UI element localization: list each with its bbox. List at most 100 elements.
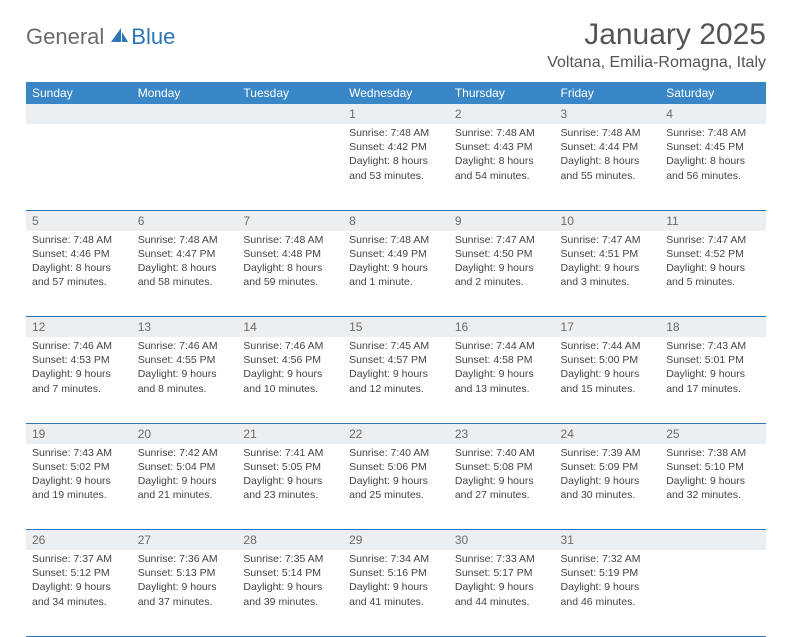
day-details: Sunrise: 7:42 AMSunset: 5:04 PMDaylight:… [132,444,238,509]
day-details: Sunrise: 7:43 AMSunset: 5:01 PMDaylight:… [660,337,766,402]
location: Voltana, Emilia-Romagna, Italy [547,54,766,72]
day-details: Sunrise: 7:47 AMSunset: 4:51 PMDaylight:… [555,231,661,296]
sunrise-line: Sunrise: 7:44 AM [561,339,655,353]
day-body-row: Sunrise: 7:46 AMSunset: 4:53 PMDaylight:… [26,337,766,423]
day-details: Sunrise: 7:47 AMSunset: 4:52 PMDaylight:… [660,231,766,296]
weekday-header: Tuesday [237,82,343,104]
weekday-header: Thursday [449,82,555,104]
day-details: Sunrise: 7:48 AMSunset: 4:44 PMDaylight:… [555,124,661,189]
sunset-line: Sunset: 4:42 PM [349,140,443,154]
day-cell: Sunrise: 7:48 AMSunset: 4:44 PMDaylight:… [555,124,661,210]
day-number-row: 19202122232425 [26,423,766,444]
day-cell [26,124,132,210]
day-details: Sunrise: 7:39 AMSunset: 5:09 PMDaylight:… [555,444,661,509]
sunset-line: Sunset: 5:05 PM [243,460,337,474]
day-cell: Sunrise: 7:47 AMSunset: 4:51 PMDaylight:… [555,231,661,317]
sunrise-line: Sunrise: 7:48 AM [561,126,655,140]
daylight-line: Daylight: 9 hours and 34 minutes. [32,580,126,608]
day-number-cell: 30 [449,530,555,551]
sunset-line: Sunset: 4:46 PM [32,247,126,261]
day-details: Sunrise: 7:48 AMSunset: 4:45 PMDaylight:… [660,124,766,189]
day-cell: Sunrise: 7:44 AMSunset: 5:00 PMDaylight:… [555,337,661,423]
weekday-header: Saturday [660,82,766,104]
daylight-line: Daylight: 8 hours and 56 minutes. [666,154,760,182]
sunset-line: Sunset: 5:06 PM [349,460,443,474]
day-number-cell: 5 [26,210,132,231]
daylight-line: Daylight: 9 hours and 17 minutes. [666,367,760,395]
day-number-cell: 8 [343,210,449,231]
sunrise-line: Sunrise: 7:46 AM [32,339,126,353]
day-details: Sunrise: 7:48 AMSunset: 4:42 PMDaylight:… [343,124,449,189]
sunset-line: Sunset: 4:58 PM [455,353,549,367]
daylight-line: Daylight: 9 hours and 10 minutes. [243,367,337,395]
sunrise-line: Sunrise: 7:36 AM [138,552,232,566]
day-cell: Sunrise: 7:41 AMSunset: 5:05 PMDaylight:… [237,444,343,530]
daylight-line: Daylight: 8 hours and 58 minutes. [138,261,232,289]
logo: General Blue [26,24,175,50]
day-cell: Sunrise: 7:40 AMSunset: 5:06 PMDaylight:… [343,444,449,530]
logo-text-blue: Blue [131,24,175,50]
day-number-row: 12131415161718 [26,317,766,338]
day-number-cell: 19 [26,423,132,444]
day-cell: Sunrise: 7:43 AMSunset: 5:01 PMDaylight:… [660,337,766,423]
day-cell: Sunrise: 7:46 AMSunset: 4:55 PMDaylight:… [132,337,238,423]
daylight-line: Daylight: 8 hours and 59 minutes. [243,261,337,289]
sunset-line: Sunset: 4:55 PM [138,353,232,367]
sunrise-line: Sunrise: 7:43 AM [32,446,126,460]
daylight-line: Daylight: 9 hours and 30 minutes. [561,474,655,502]
daylight-line: Daylight: 9 hours and 27 minutes. [455,474,549,502]
sunrise-line: Sunrise: 7:44 AM [455,339,549,353]
day-cell: Sunrise: 7:48 AMSunset: 4:43 PMDaylight:… [449,124,555,210]
day-number-cell: 23 [449,423,555,444]
day-number-cell: 20 [132,423,238,444]
sunrise-line: Sunrise: 7:32 AM [561,552,655,566]
day-cell: Sunrise: 7:35 AMSunset: 5:14 PMDaylight:… [237,550,343,636]
day-number-row: 567891011 [26,210,766,231]
sunrise-line: Sunrise: 7:48 AM [32,233,126,247]
day-number-cell: 27 [132,530,238,551]
sunset-line: Sunset: 5:16 PM [349,566,443,580]
sunrise-line: Sunrise: 7:40 AM [455,446,549,460]
day-cell: Sunrise: 7:48 AMSunset: 4:46 PMDaylight:… [26,231,132,317]
day-number-cell: 18 [660,317,766,338]
day-cell: Sunrise: 7:37 AMSunset: 5:12 PMDaylight:… [26,550,132,636]
sunrise-line: Sunrise: 7:39 AM [561,446,655,460]
weekday-header: Monday [132,82,238,104]
sunset-line: Sunset: 4:57 PM [349,353,443,367]
day-details: Sunrise: 7:43 AMSunset: 5:02 PMDaylight:… [26,444,132,509]
sunset-line: Sunset: 4:53 PM [32,353,126,367]
sunrise-line: Sunrise: 7:48 AM [349,126,443,140]
sunrise-line: Sunrise: 7:37 AM [32,552,126,566]
daylight-line: Daylight: 9 hours and 41 minutes. [349,580,443,608]
sunrise-line: Sunrise: 7:48 AM [349,233,443,247]
day-cell: Sunrise: 7:48 AMSunset: 4:49 PMDaylight:… [343,231,449,317]
day-cell: Sunrise: 7:47 AMSunset: 4:52 PMDaylight:… [660,231,766,317]
day-number-cell: 12 [26,317,132,338]
day-cell: Sunrise: 7:40 AMSunset: 5:08 PMDaylight:… [449,444,555,530]
day-details: Sunrise: 7:48 AMSunset: 4:48 PMDaylight:… [237,231,343,296]
day-details: Sunrise: 7:48 AMSunset: 4:46 PMDaylight:… [26,231,132,296]
day-details: Sunrise: 7:48 AMSunset: 4:43 PMDaylight:… [449,124,555,189]
day-number-cell: 14 [237,317,343,338]
sunrise-line: Sunrise: 7:46 AM [243,339,337,353]
day-cell: Sunrise: 7:32 AMSunset: 5:19 PMDaylight:… [555,550,661,636]
sunset-line: Sunset: 5:09 PM [561,460,655,474]
day-details: Sunrise: 7:34 AMSunset: 5:16 PMDaylight:… [343,550,449,615]
sunset-line: Sunset: 5:12 PM [32,566,126,580]
logo-text-general: General [26,24,104,50]
day-details: Sunrise: 7:35 AMSunset: 5:14 PMDaylight:… [237,550,343,615]
day-details: Sunrise: 7:40 AMSunset: 5:08 PMDaylight:… [449,444,555,509]
sunset-line: Sunset: 4:49 PM [349,247,443,261]
sunrise-line: Sunrise: 7:47 AM [561,233,655,247]
sunrise-line: Sunrise: 7:45 AM [349,339,443,353]
day-number-cell: 7 [237,210,343,231]
day-number-row: 1234 [26,104,766,124]
weekday-header-row: Sunday Monday Tuesday Wednesday Thursday… [26,82,766,104]
day-number-cell [237,104,343,124]
daylight-line: Daylight: 9 hours and 8 minutes. [138,367,232,395]
daylight-line: Daylight: 8 hours and 53 minutes. [349,154,443,182]
sunset-line: Sunset: 5:01 PM [666,353,760,367]
weekday-header: Wednesday [343,82,449,104]
day-number-row: 262728293031 [26,530,766,551]
sunset-line: Sunset: 5:02 PM [32,460,126,474]
